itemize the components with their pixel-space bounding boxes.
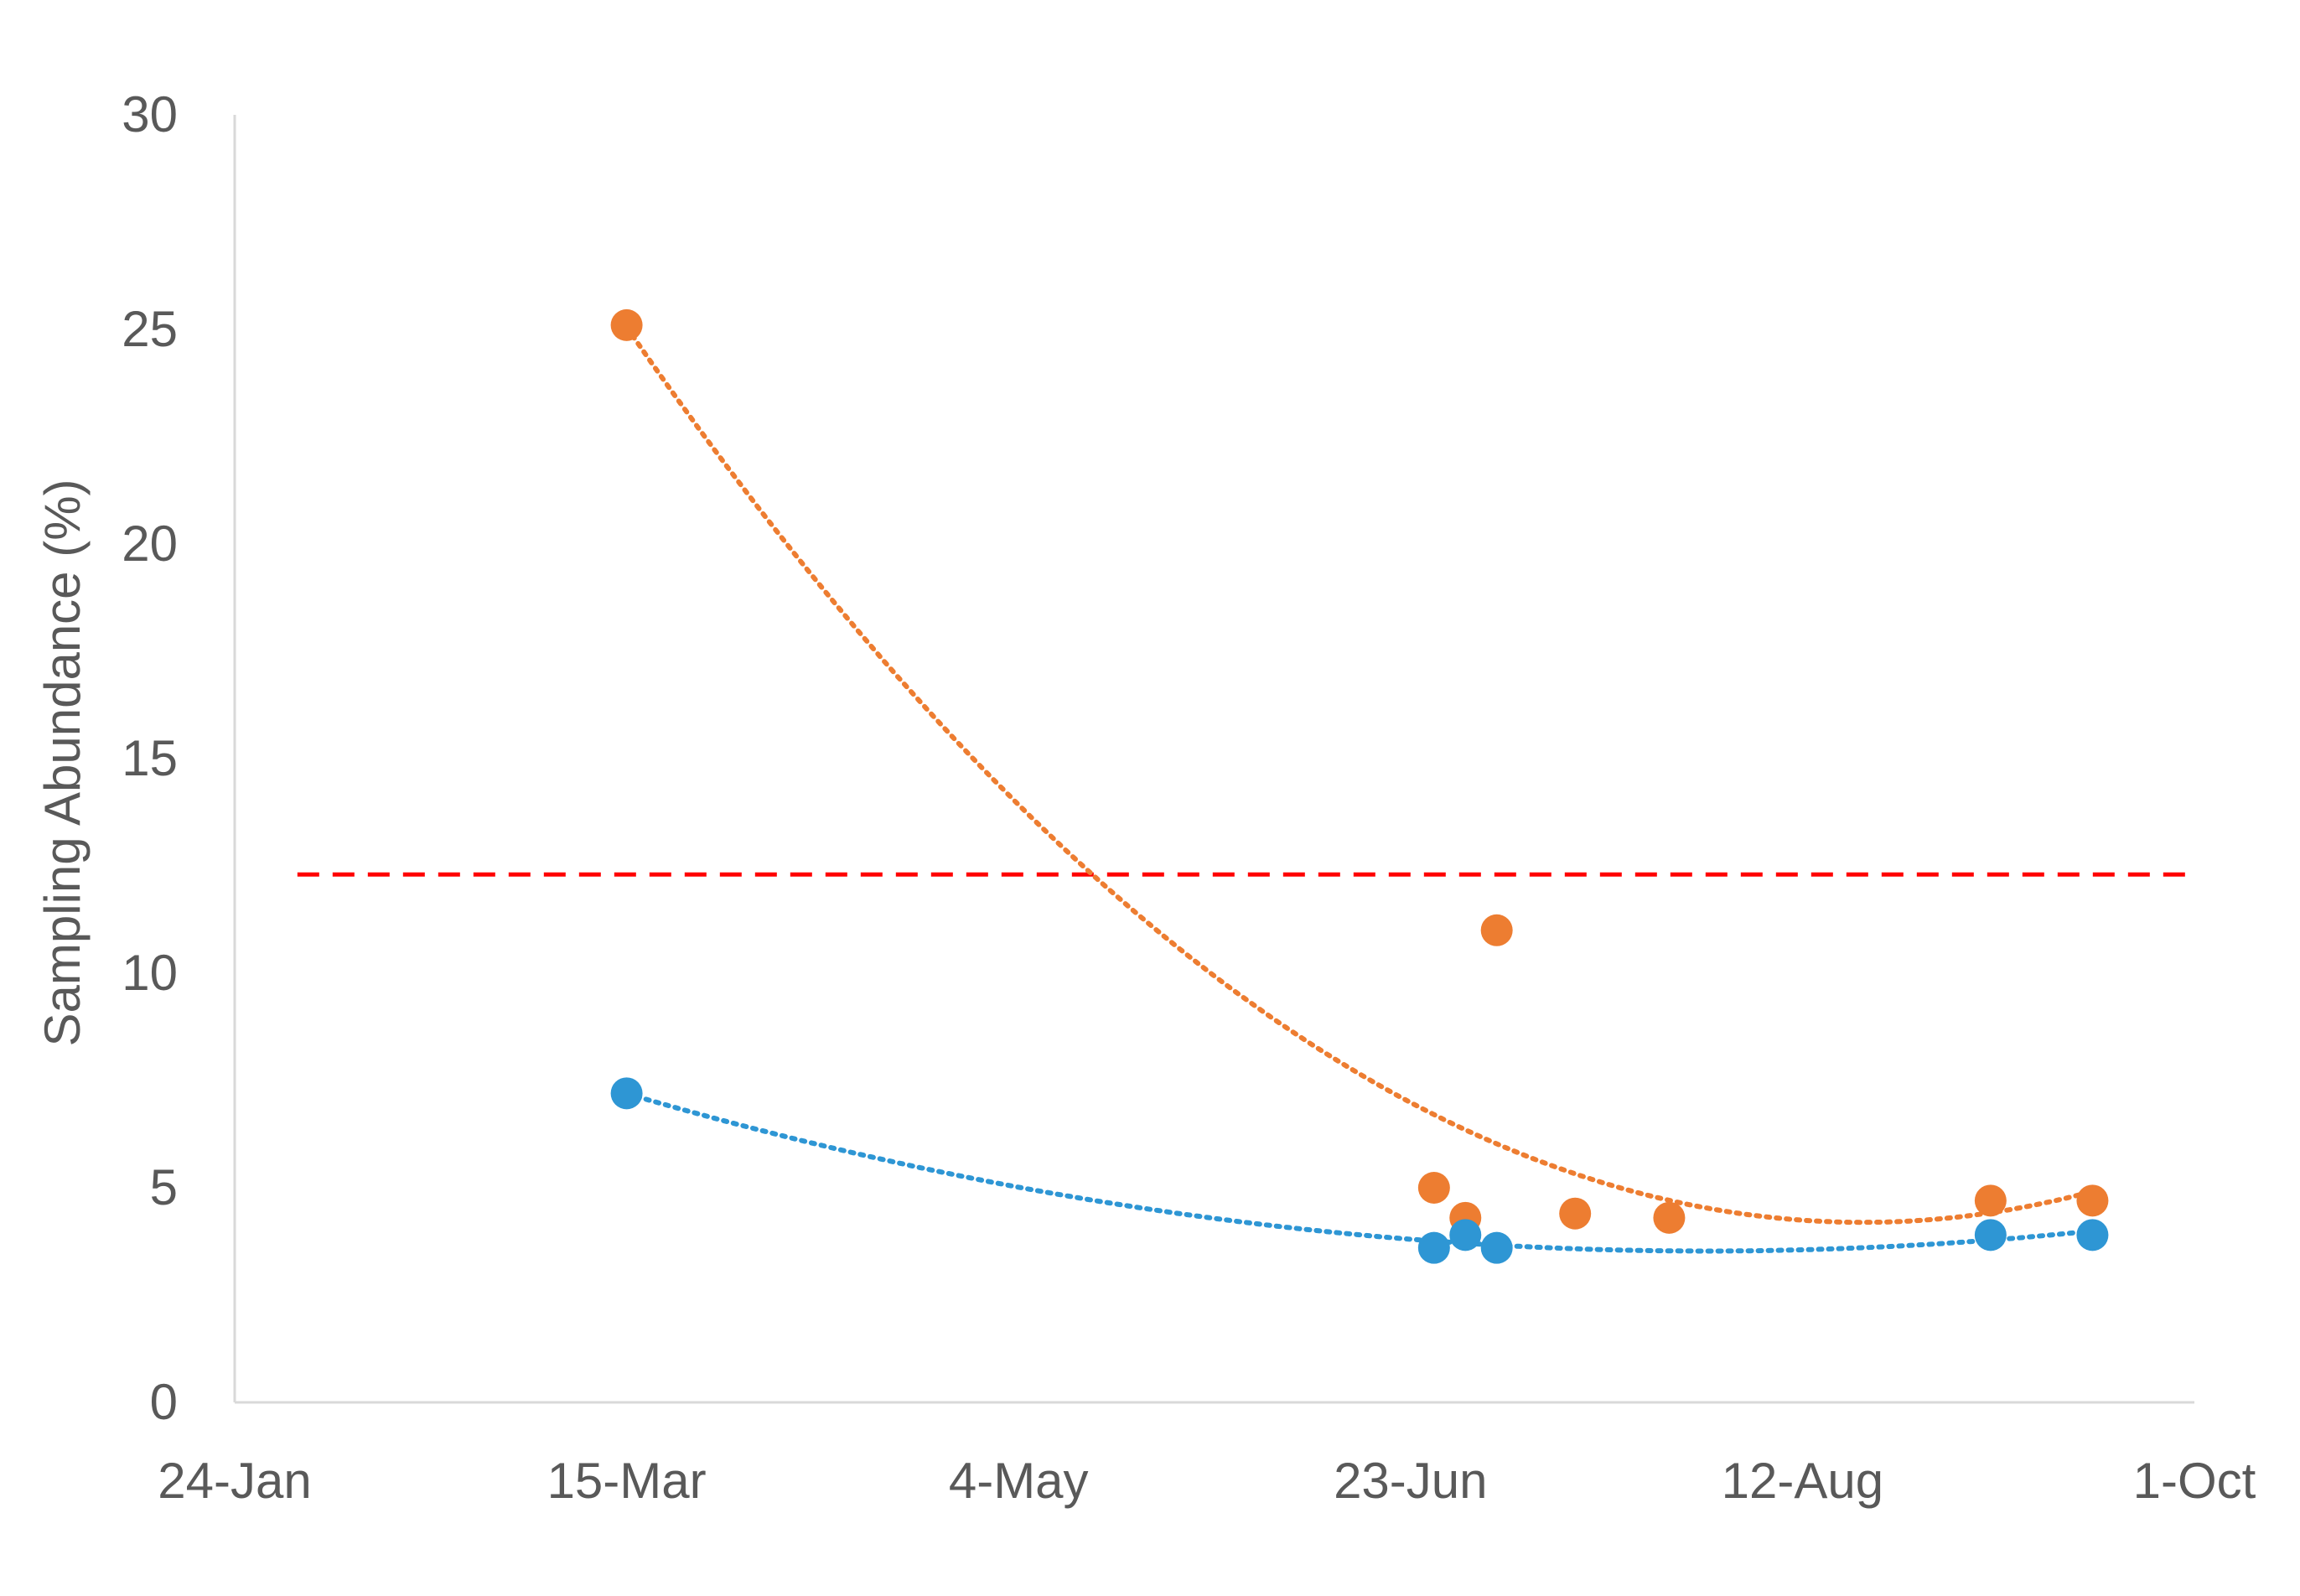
data-point-series-2 <box>1480 1231 1513 1264</box>
y-tick-label: 20 <box>122 516 178 572</box>
y-tick-label: 5 <box>150 1159 178 1215</box>
data-point-series-1 <box>2076 1184 2109 1217</box>
data-point-series-2 <box>2076 1219 2109 1251</box>
y-tick-label: 0 <box>150 1374 178 1430</box>
x-tick-label: 24-Jan <box>158 1453 311 1509</box>
data-point-series-2 <box>1449 1219 1482 1251</box>
y-tick-label: 15 <box>122 730 178 786</box>
data-point-series-2 <box>610 1077 643 1110</box>
y-tick-label: 10 <box>122 945 178 1001</box>
x-tick-label: 4-May <box>949 1453 1089 1509</box>
data-point-series-1 <box>1653 1201 1686 1234</box>
trendline-series-2 <box>624 1091 2095 1254</box>
x-tick-label: 1-Oct <box>2133 1453 2256 1509</box>
data-points <box>610 308 2109 1264</box>
data-point-series-1 <box>610 308 643 341</box>
x-tick-label: 12-Aug <box>1722 1453 1883 1509</box>
y-tick-label: 25 <box>122 301 178 357</box>
axes <box>233 115 2194 1404</box>
data-point-series-1 <box>1559 1197 1592 1230</box>
data-point-series-2 <box>1974 1219 2007 1251</box>
x-tick-label: 23-Jun <box>1334 1453 1487 1509</box>
data-point-series-2 <box>1417 1231 1450 1264</box>
data-point-series-1 <box>1974 1184 2007 1217</box>
data-point-series-1 <box>1480 914 1513 946</box>
tick-labels: 24-Jan 15-Mar 4-May 23-Jun 12-Aug 1-Oct 0 5 10 15… <box>122 86 2256 1509</box>
x-tick-label: 15-Mar <box>547 1453 707 1509</box>
trendline-series-1 <box>624 324 2095 1226</box>
y-tick-label: 30 <box>122 86 178 142</box>
trendlines <box>624 324 2095 1254</box>
y-axis-title: Sampling Abundance (%) <box>34 479 91 1046</box>
data-point-series-1 <box>1417 1172 1450 1204</box>
